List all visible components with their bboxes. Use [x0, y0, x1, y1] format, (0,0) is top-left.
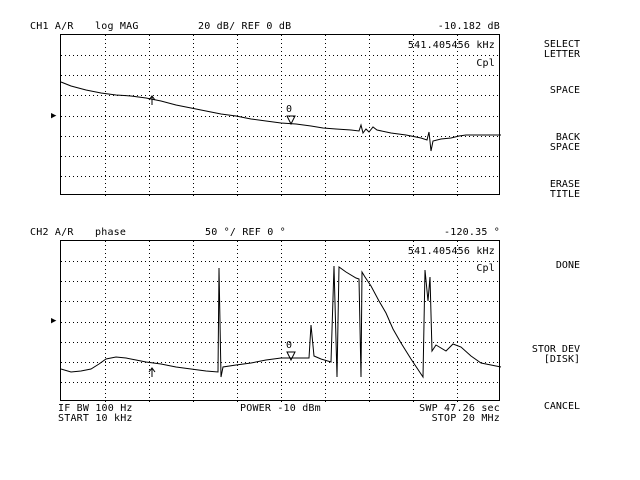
ch1-trace [60, 81, 501, 152]
softkey-label: BACK [555, 132, 580, 143]
softkey-label: LETTER [543, 49, 580, 60]
softkey-label: CANCEL [543, 401, 580, 412]
ch2-marker-value: -120.35 ° [444, 227, 500, 238]
ch2-scale: 50 °/ REF 0 ° [205, 227, 286, 238]
ch2-reference-position-icon: ▶ [51, 316, 57, 326]
softkey-select-letter[interactable]: SELECT LETTER [470, 40, 580, 60]
ch1-coupled-flag: Cpl [476, 58, 495, 69]
softkey-label: [DISK] [543, 354, 580, 365]
softkey-done[interactable]: DONE [470, 261, 580, 271]
softkey-label: STOR DEV [531, 344, 580, 355]
ch2-marker-freq: 541.405456 kHz [407, 246, 495, 257]
ch1-format: log MAG [95, 21, 139, 32]
ch2-format: phase [95, 227, 127, 238]
softkey-label: SPACE [549, 85, 580, 96]
softkey-cancel[interactable]: CANCEL [470, 402, 580, 412]
ch2-trace [60, 265, 502, 379]
ch1-marker-freq: 541.405456 kHz [407, 40, 495, 51]
ch1-reference-position-icon: ▶ [51, 111, 57, 121]
source-power: POWER -10 dBm [240, 403, 321, 414]
ch1-plot-area: 541.405456 kHz Cpl 0 [60, 34, 501, 196]
ch1-ref-marker-icon [148, 95, 156, 101]
ch1-marker-triangle [286, 115, 296, 126]
ch2-marker-triangle [286, 351, 296, 362]
ch1-marker-number: 0 [286, 104, 293, 115]
if-bandwidth: IF BW 100 Hz [58, 403, 133, 414]
softkey-store-device-disk[interactable]: STOR DEV [DISK] [470, 345, 580, 365]
softkey-label: TITLE [549, 189, 580, 200]
ch1-label: CH1 A/R [30, 21, 74, 32]
softkey-label: SPACE [549, 142, 580, 153]
ch1-scale: 20 dB/ REF 0 dB [198, 21, 292, 32]
stop-frequency: STOP 20 MHz [431, 413, 500, 424]
sweep-time: SWP 47.26 sec [419, 403, 500, 414]
softkey-back-space[interactable]: BACK SPACE [470, 133, 580, 153]
ch2-graticule [60, 241, 502, 402]
softkey-label: DONE [555, 260, 580, 271]
ch2-coupled-flag: Cpl [476, 263, 495, 274]
ch2-plot-area: 541.405456 kHz Cpl 0 [60, 240, 502, 402]
softkey-erase-title[interactable]: ERASE TITLE [470, 180, 580, 200]
softkey-label: SELECT [543, 39, 580, 50]
softkey-space[interactable]: SPACE [470, 86, 580, 96]
softkey-label: ERASE [549, 179, 580, 190]
ch2-marker-number: 0 [286, 340, 293, 351]
ch2-label: CH2 A/R [30, 227, 74, 238]
start-frequency: START 10 kHz [58, 413, 133, 424]
ch1-graticule [60, 35, 501, 196]
ch1-marker-value: -10.182 dB [437, 21, 500, 32]
ch2-ref-marker-icon [148, 367, 156, 373]
